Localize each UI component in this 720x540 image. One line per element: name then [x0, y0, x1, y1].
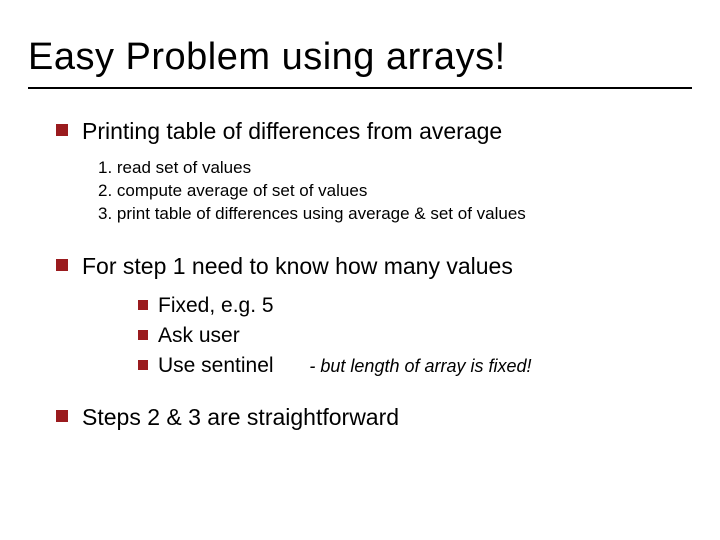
bullet-text-2: For step 1 need to know how many values [82, 252, 513, 282]
square-bullet-icon [56, 124, 68, 136]
slide-title: Easy Problem using arrays! [28, 36, 692, 89]
square-bullet-icon [138, 300, 148, 310]
bullet-item-1: Printing table of differences from avera… [56, 117, 692, 147]
bullet-item-3: Steps 2 & 3 are straightforward [56, 403, 692, 433]
sentinel-note: - but length of array is fixed! [309, 356, 531, 376]
step-line-1: 1. read set of values [98, 157, 692, 180]
square-bullet-icon [56, 259, 68, 271]
sub-text-b: Ask user [158, 322, 240, 350]
square-bullet-icon [56, 410, 68, 422]
bullet-text-1: Printing table of differences from avera… [82, 117, 502, 147]
sub-bullet-b: Ask user [138, 322, 692, 350]
sub-bullet-a: Fixed, e.g. 5 [138, 292, 692, 320]
bullet-item-2: For step 1 need to know how many values [56, 252, 692, 282]
square-bullet-icon [138, 360, 148, 370]
step-line-2: 2. compute average of set of values [98, 180, 692, 203]
steps-block: 1. read set of values 2. compute average… [98, 157, 692, 226]
sub-bullet-c: Use sentinel - but length of array is fi… [138, 352, 692, 380]
sub-text-a: Fixed, e.g. 5 [158, 292, 274, 320]
step-line-3: 3. print table of differences using aver… [98, 203, 692, 226]
sub-text-c: Use sentinel - but length of array is fi… [158, 352, 532, 380]
bullet-text-3: Steps 2 & 3 are straightforward [82, 403, 399, 433]
sub-bullets: Fixed, e.g. 5 Ask user Use sentinel - bu… [84, 292, 692, 381]
square-bullet-icon [138, 330, 148, 340]
sub-text-c-main: Use sentinel [158, 354, 274, 377]
